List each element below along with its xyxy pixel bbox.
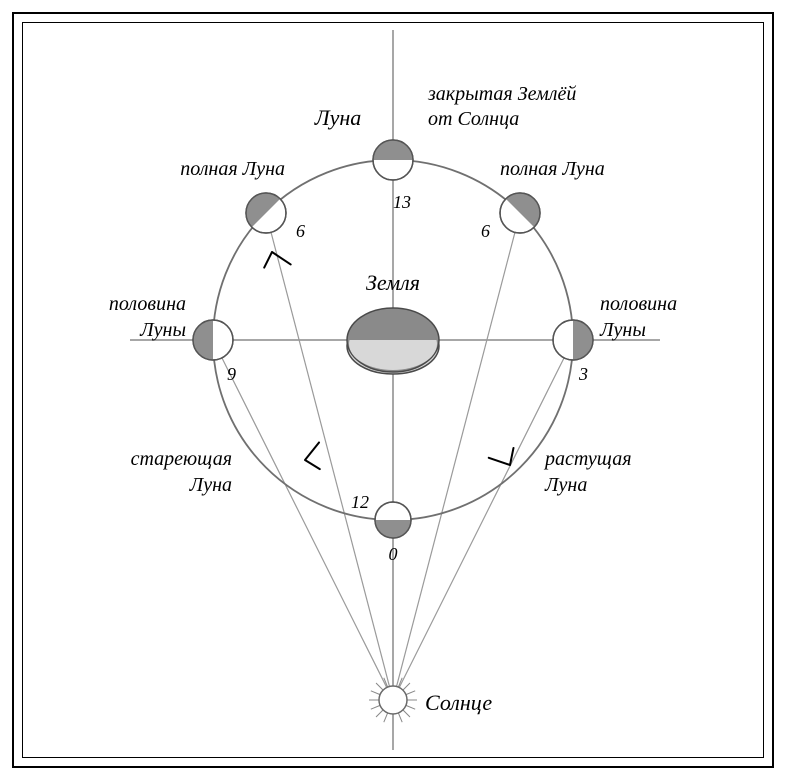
label-hidden_line1: закрытая Землёй [427,83,576,105]
moon-number-top-right: 6 [481,221,490,241]
sun-ray-right [393,340,573,700]
moon-right [553,320,593,360]
label-waning_2: Луна [189,474,232,496]
moon-left [193,320,233,360]
moon-number-left: 9 [227,364,236,384]
moon-number-top-left: 6 [296,221,305,241]
moon-number-right: 3 [578,364,588,384]
diagram-svg: 13 6 6 9 3 12 0 Луна закрытая Землёй от Солнца пол… [0,0,786,780]
label-half_left_2: Луны [139,319,186,341]
label-sun_label: Солнце [425,690,492,715]
label-full_right: полная Луна [500,158,605,180]
sun [369,676,417,724]
label-half_right_2: Луны [599,319,646,341]
moon-number-bottom-0: 12 [351,492,369,512]
label-full_left: полная Луна [180,158,285,180]
label-half_left_1: половина [109,293,186,315]
moon-top [373,140,413,180]
label-waxing_2: Луна [544,474,587,496]
moon-top-left [238,185,286,233]
label-waning_1: стареющая [131,448,232,470]
moon-top-right [500,185,548,233]
orbit-arrow [260,249,290,279]
label-earth_label: Земля [366,270,420,295]
moon-number-top: 13 [393,192,411,212]
label-half_right_1: половина [600,293,677,315]
label-waxing_1: растущая [543,448,632,470]
orbit-arrow [302,442,332,472]
label-hidden_line2: от Солнца [428,108,519,130]
label-moon_title: Луна [314,105,362,130]
moon-bottom [375,502,411,538]
moon-number-bottom-1: 0 [389,544,398,564]
sun-ray-left [213,340,393,700]
earth [347,308,439,374]
orbit-arrow [489,440,519,469]
